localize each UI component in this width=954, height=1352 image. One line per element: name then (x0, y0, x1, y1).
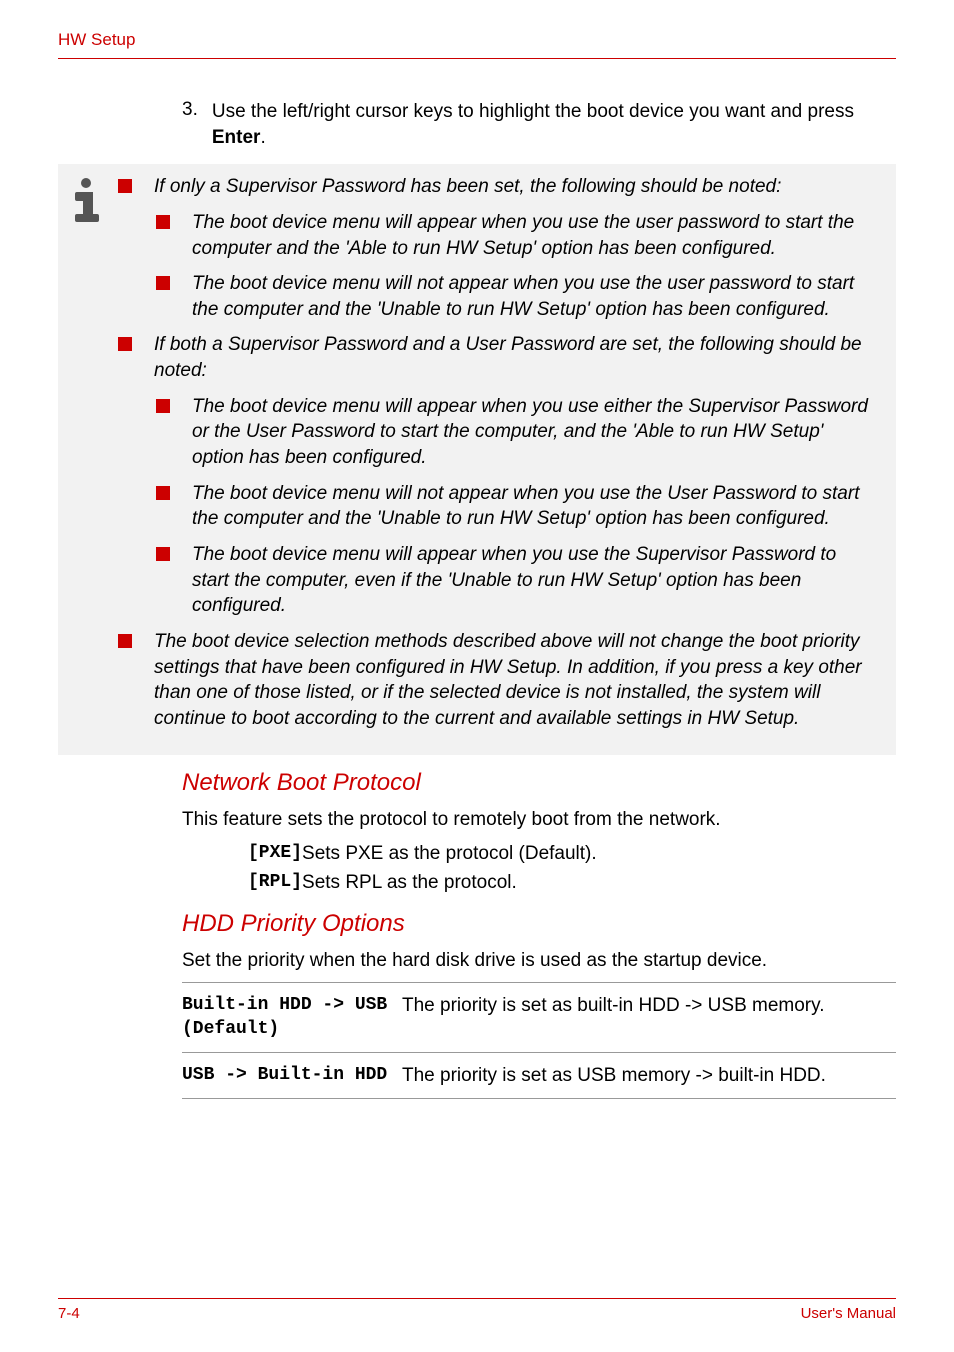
bullet-text: The boot device menu will not appear whe… (192, 481, 876, 532)
hdd-priority-table: Built-in HDD -> USB (Default) The priori… (182, 982, 896, 1099)
info-bullet-2c: The boot device menu will appear when yo… (156, 542, 876, 619)
bullet-text: The boot device selection methods descri… (154, 629, 876, 732)
table-cell-value: The priority is set as built-in HDD -> U… (402, 993, 896, 1042)
bullet-icon (156, 276, 170, 290)
network-boot-intro: This feature sets the protocol to remote… (182, 807, 896, 833)
header-rule (58, 58, 896, 59)
info-bullet-2b: The boot device menu will not appear whe… (156, 481, 876, 532)
step-3: 3. Use the left/right cursor keys to hig… (182, 99, 896, 150)
pxe-option: [PXE] Sets PXE as the protocol (Default)… (248, 841, 896, 868)
bullet-text: The boot device menu will not appear whe… (192, 271, 876, 322)
info-bullet-1: If only a Supervisor Password has been s… (118, 174, 876, 200)
step-number: 3. (182, 99, 198, 150)
table-cell-key: USB -> Built-in HDD (182, 1063, 402, 1089)
bullet-icon (118, 179, 132, 193)
info-icon-column (58, 174, 118, 741)
info-content: If only a Supervisor Password has been s… (118, 174, 876, 741)
table-rule (182, 1098, 896, 1099)
bullet-icon (156, 399, 170, 413)
info-bullet-1b: The boot device menu will not appear whe… (156, 271, 876, 322)
manual-label: User's Manual (801, 1305, 896, 1322)
info-bullet-3: The boot device selection methods descri… (118, 629, 876, 732)
step-text-after: . (260, 127, 265, 148)
table-cell-value: The priority is set as USB memory -> bui… (402, 1063, 896, 1089)
footer-rule (58, 1298, 896, 1299)
info-bullet-2: If both a Supervisor Password and a User… (118, 332, 876, 383)
rpl-text: Sets RPL as the protocol. (302, 870, 517, 897)
footer-row: 7-4 User's Manual (58, 1305, 896, 1322)
step-text-before: Use the left/right cursor keys to highli… (212, 101, 854, 122)
info-callout: If only a Supervisor Password has been s… (58, 164, 896, 755)
page-footer: 7-4 User's Manual (58, 1298, 896, 1322)
pxe-code: [PXE] (248, 841, 302, 868)
table-row: USB -> Built-in HDD The priority is set … (182, 1053, 896, 1099)
rpl-code: [RPL] (248, 870, 302, 897)
table-row: Built-in HDD -> USB (Default) The priori… (182, 983, 896, 1052)
bullet-icon (118, 337, 132, 351)
step-text: Use the left/right cursor keys to highli… (212, 99, 896, 150)
section-header: HW Setup (58, 30, 896, 50)
rpl-option: [RPL] Sets RPL as the protocol. (248, 870, 896, 897)
bullet-icon (118, 634, 132, 648)
bullet-icon (156, 547, 170, 561)
bullet-icon (156, 215, 170, 229)
hdd-priority-intro: Set the priority when the hard disk driv… (182, 948, 896, 974)
bullet-text: If both a Supervisor Password and a User… (154, 332, 876, 383)
network-boot-title: Network Boot Protocol (182, 769, 896, 797)
hdd-priority-title: HDD Priority Options (182, 910, 896, 938)
info-icon (64, 176, 108, 224)
page-number: 7-4 (58, 1305, 80, 1322)
info-bullet-2a: The boot device menu will appear when yo… (156, 394, 876, 471)
step-text-bold: Enter (212, 127, 261, 148)
bullet-text: The boot device menu will appear when yo… (192, 394, 876, 471)
bullet-text: The boot device menu will appear when yo… (192, 210, 876, 261)
info-bullet-1a: The boot device menu will appear when yo… (156, 210, 876, 261)
table-cell-key: Built-in HDD -> USB (Default) (182, 993, 402, 1042)
bullet-text: If only a Supervisor Password has been s… (154, 174, 876, 200)
pxe-text: Sets PXE as the protocol (Default). (302, 841, 597, 868)
bullet-icon (156, 486, 170, 500)
bullet-text: The boot device menu will appear when yo… (192, 542, 876, 619)
